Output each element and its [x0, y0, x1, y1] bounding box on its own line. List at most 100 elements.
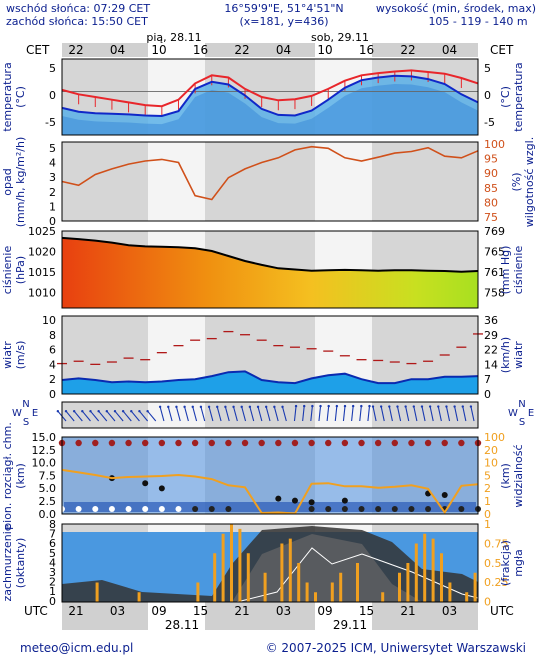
- wind-arrow: [334, 406, 338, 422]
- wind-arrow: [167, 406, 173, 422]
- cloud-mid-dot: [341, 497, 348, 504]
- wind-arrow-head: [121, 409, 125, 413]
- wind-arrow-head: [240, 405, 243, 409]
- pressure-panel-frame: [61, 230, 479, 309]
- wind-arrow-head: [224, 405, 227, 409]
- humidity-tick-left: 3: [49, 171, 56, 184]
- cloud-low-dot: [158, 506, 165, 512]
- wind-arrow-head: [453, 405, 456, 408]
- cloud-top-dot: [424, 439, 432, 447]
- wind-direction-panel-frame: [61, 401, 479, 429]
- cloud-base-label-right: (km): [499, 463, 512, 489]
- fog-bar: [406, 563, 410, 602]
- temperature-tick-right: 0: [484, 89, 491, 102]
- wind-arrow-head: [360, 404, 363, 408]
- cloud-low-dot: [325, 506, 332, 512]
- compass-w-right: W: [508, 408, 518, 419]
- wind-arrow: [437, 406, 442, 422]
- humidity-panel-night: [372, 142, 478, 221]
- fog-bar: [263, 572, 267, 602]
- wind-arrow-head: [89, 409, 92, 413]
- wind-tick-right: 22: [484, 344, 498, 357]
- pressure-line: [61, 236, 479, 273]
- fog-bar: [423, 533, 427, 602]
- wind-arrow: [192, 406, 198, 422]
- cloud-base-label: pion. rozciągł. chm.: [1, 422, 14, 530]
- top-day-band: [315, 43, 372, 57]
- cloud-top-dot: [225, 439, 232, 447]
- cloud-top-dot: [391, 439, 398, 447]
- wind-arrow: [462, 406, 467, 422]
- wind-arrow: [413, 406, 418, 422]
- wind-arrow-head: [335, 404, 339, 408]
- wind-arrow-head: [64, 409, 68, 413]
- wind-arrow: [405, 406, 410, 422]
- wind-panel-frame: [61, 315, 479, 395]
- humidity-label-right: (%): [510, 172, 523, 191]
- wind-arrow: [175, 406, 181, 422]
- wind-direction-panel-night: [62, 402, 148, 428]
- fog-bar: [473, 572, 477, 602]
- fog-bar: [305, 582, 309, 602]
- wind-arrow: [249, 406, 255, 422]
- cloud-top-dot: [441, 439, 448, 447]
- sunset-text: zachód słońca: 15:50 CET: [6, 15, 148, 28]
- pressure-tick-left: 1025: [28, 225, 56, 238]
- cloud-cover-label-right: mgła: [512, 549, 525, 577]
- wind-arrow-head: [368, 404, 371, 408]
- wind-arrow: [139, 410, 149, 422]
- wind-arrow: [454, 406, 459, 422]
- top-hour-label: 22: [68, 43, 83, 57]
- cet-left: CET: [26, 43, 50, 57]
- date1-label: 28.11: [165, 618, 199, 632]
- grid-text: (x=181, y=436): [239, 15, 328, 28]
- cet-right: CET: [490, 43, 514, 57]
- wind-label-right: (km/h): [499, 337, 512, 373]
- wind-arrow: [208, 406, 214, 422]
- cloud-base-tick-right: 2: [484, 482, 491, 495]
- fog-bar: [398, 572, 401, 602]
- cloud-low-dot: [75, 506, 82, 512]
- cloud-top-dot: [275, 439, 282, 447]
- bottom-day-band: [315, 602, 372, 630]
- cloud-base-tick-left: 7.5: [39, 469, 57, 482]
- cloud-top-dot: [308, 439, 315, 447]
- cloud-cover-tick-left: 5: [49, 547, 56, 560]
- wind-arrow-head: [319, 404, 322, 408]
- email-link[interactable]: meteo@icm.edu.pl: [20, 641, 133, 655]
- day1-label: pią, 28.11: [146, 31, 201, 44]
- compass-n-right: N: [518, 399, 525, 410]
- humidity-label: opad: [1, 168, 14, 195]
- cloud-top-dot: [374, 439, 382, 447]
- cloud-base-tick-left: 10.0: [32, 457, 57, 470]
- wind-arrow-head: [146, 409, 149, 413]
- wind-label: wiatr: [1, 341, 14, 369]
- wind-arrow-head: [351, 404, 355, 408]
- cloud-cover-tick-left: 0: [49, 595, 56, 608]
- wind-arrow: [65, 410, 75, 422]
- pressure-tick-right: 769: [484, 225, 505, 238]
- temperature-tick-right: 5: [484, 62, 491, 75]
- cloud-base-label-right: widzialność: [512, 444, 525, 507]
- top-hour-label: 16: [193, 43, 208, 57]
- fog-bar: [137, 592, 141, 602]
- bottom-day-band: [148, 602, 205, 630]
- cloud-top-dot: [408, 439, 415, 447]
- altitude-label: wysokość (min, środek, max): [376, 2, 536, 15]
- cloud-base-tick-right: 5: [484, 469, 491, 482]
- humidity-tick-right: 90: [484, 167, 498, 180]
- compass-e-right: E: [528, 408, 534, 419]
- humidity-tick-left: 0: [49, 215, 56, 228]
- wind-arrow: [265, 406, 271, 422]
- cloud-base-panel-frame: [61, 436, 479, 515]
- wind-arrow-head: [273, 405, 276, 409]
- wind-arrow-head: [175, 405, 178, 409]
- cloud-top-dot: [142, 439, 149, 447]
- cloud-cover-mid: [232, 534, 422, 602]
- wind-arrow-head: [412, 405, 416, 408]
- temperature-max-line: [61, 69, 479, 108]
- humidity-tick-left: 1: [49, 200, 56, 213]
